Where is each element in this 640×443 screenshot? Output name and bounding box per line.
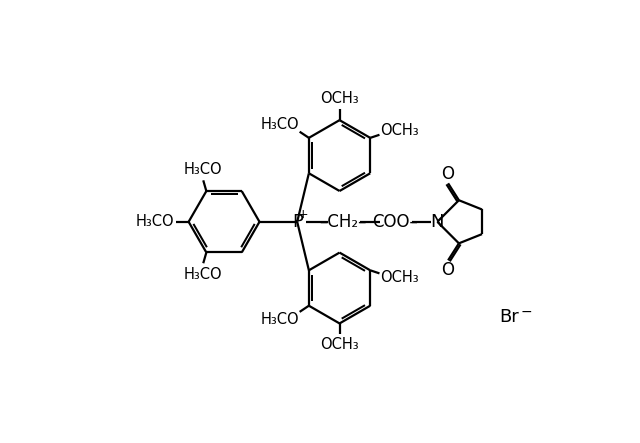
Text: COO–: COO– [372, 213, 418, 231]
Text: Br: Br [500, 308, 520, 326]
Text: −: − [520, 305, 532, 319]
Text: H₃CO: H₃CO [184, 162, 223, 177]
Text: N: N [431, 213, 444, 231]
Text: +: + [298, 208, 308, 222]
Text: O: O [442, 260, 454, 279]
Text: H₃CO: H₃CO [260, 117, 299, 132]
Text: OCH₃: OCH₃ [380, 270, 419, 285]
Text: OCH₃: OCH₃ [320, 338, 359, 353]
Text: OCH₃: OCH₃ [320, 91, 359, 106]
Text: H₃CO: H₃CO [260, 312, 299, 327]
Text: H₃CO: H₃CO [136, 214, 174, 229]
Text: H₃CO: H₃CO [184, 267, 223, 281]
Text: P: P [292, 213, 303, 231]
Text: –CH₂–: –CH₂– [319, 213, 367, 231]
Text: O: O [442, 165, 454, 183]
Text: OCH₃: OCH₃ [380, 124, 419, 138]
